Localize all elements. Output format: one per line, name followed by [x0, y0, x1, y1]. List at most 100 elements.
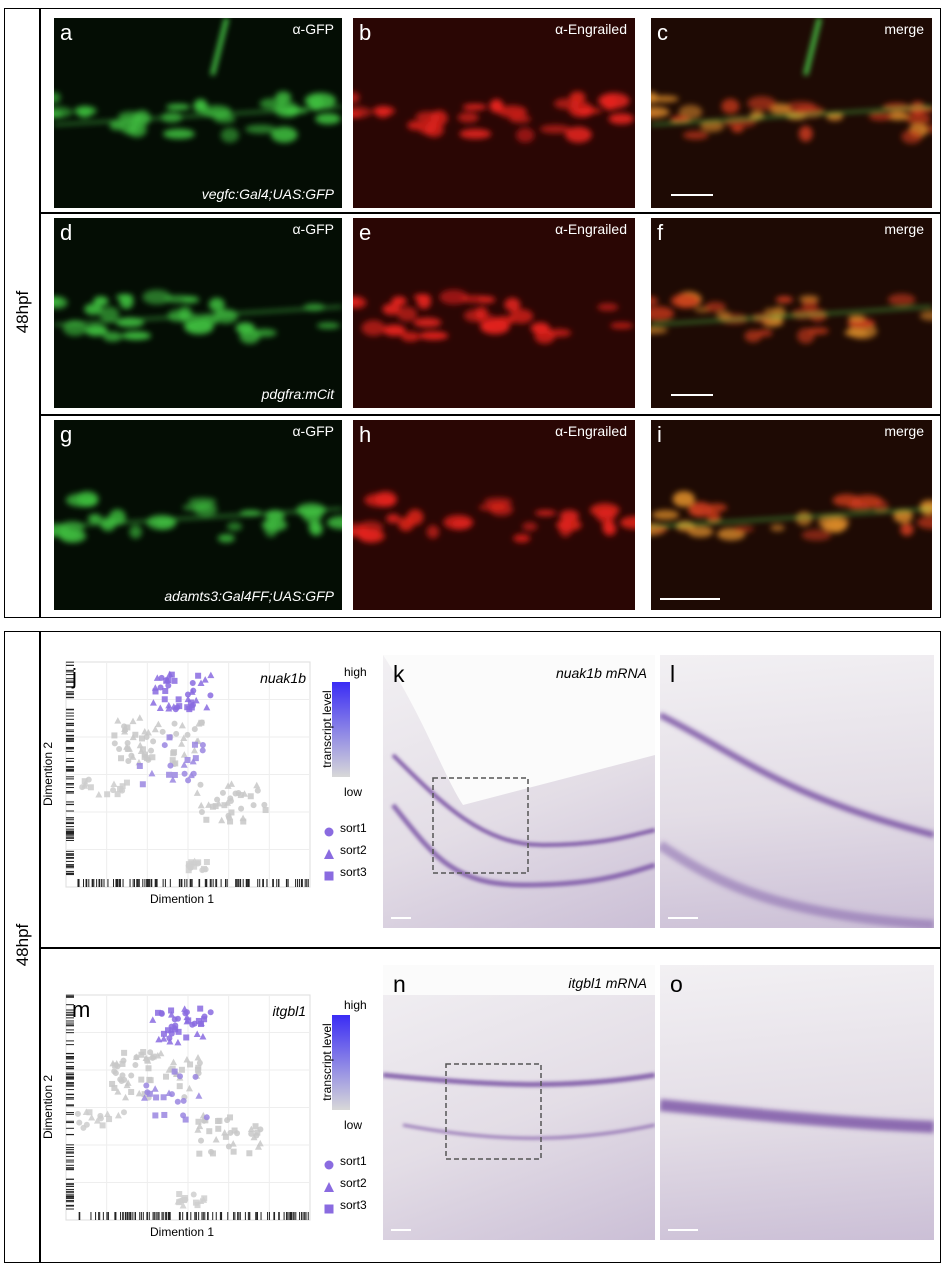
- micrograph-image: [651, 491, 932, 541]
- legend-symbol-svg: [324, 849, 334, 859]
- panel-label: α-GFP: [292, 221, 334, 237]
- panel-letter: j: [72, 664, 77, 689]
- color-bar: [332, 1015, 350, 1110]
- ish-image-svg: [660, 1099, 934, 1133]
- legend-symbol-svg: [324, 1204, 334, 1214]
- legend-label: sort3: [340, 865, 367, 879]
- panel-letter: g: [60, 422, 73, 447]
- legend-symbol-svg: [324, 1182, 334, 1192]
- panel-letter: c: [657, 20, 668, 45]
- panel-caption: vegfc:Gal4;UAS:GFP: [201, 186, 334, 202]
- scale-bar: [671, 194, 713, 196]
- ish-image-svg: [383, 965, 655, 1160]
- panel-label: α-Engrailed: [555, 21, 627, 37]
- divider: [39, 8, 41, 618]
- legend-symbol-svg: [324, 827, 334, 837]
- gene-name: nuak1b: [260, 670, 306, 686]
- legend-low: low: [344, 1118, 363, 1132]
- stage-label: 48hpf: [13, 290, 32, 334]
- panel-caption: nuak1b mRNA: [555, 665, 647, 681]
- panel-label: merge: [884, 21, 924, 37]
- ish-image: k nuak1b mRNA: [383, 655, 655, 928]
- divider: [39, 414, 941, 416]
- x-axis-label: Dimention 1: [149, 1225, 215, 1239]
- panel-label: α-GFP: [292, 21, 334, 37]
- panel-letter: a: [60, 20, 73, 45]
- ish-image: o: [660, 965, 934, 1240]
- ish-image-svg: [383, 655, 655, 888]
- legend-high: high: [344, 665, 367, 679]
- micrograph-image: [353, 289, 634, 344]
- micrograph-image: [353, 91, 635, 143]
- legend-label: sort3: [340, 1198, 367, 1212]
- stage-label: 48hpf: [13, 923, 32, 967]
- panel-letter: f: [657, 220, 664, 245]
- panel-letter: m: [72, 997, 91, 1022]
- top-frame: [4, 8, 941, 618]
- legend-title: transcript level: [320, 690, 334, 768]
- panel-label: α-Engrailed: [555, 423, 627, 439]
- ish-image: n itgbl1 mRNA: [383, 965, 655, 1240]
- x-axis-label: Dimention 1: [149, 892, 215, 906]
- scale-bar: [668, 917, 698, 919]
- panel-label: α-Engrailed: [555, 221, 627, 237]
- micrograph: a α-GFP vegfc:Gal4;UAS:GFP: [54, 18, 342, 208]
- panel-letter: e: [359, 220, 372, 245]
- legend-high: high: [344, 998, 367, 1012]
- micrograph: c merge: [651, 18, 932, 208]
- panel-label: α-GFP: [292, 423, 334, 439]
- legend-label: sort2: [340, 1176, 367, 1190]
- panel-letter: o: [670, 971, 683, 997]
- micrograph: i merge: [651, 420, 932, 610]
- legend-symbol: [324, 1157, 334, 1170]
- legend-symbol-svg: [324, 871, 334, 881]
- panel-letter: i: [657, 422, 662, 447]
- scale-bar: [660, 598, 720, 600]
- panel-caption: itgbl1 mRNA: [568, 975, 647, 991]
- micrograph: g α-GFP adamts3:Gal4FF;UAS:GFP: [54, 420, 342, 610]
- tsne-plot-svg: [65, 661, 311, 888]
- y-axis-label: Dimention 2: [41, 1074, 55, 1140]
- micrograph-image: [54, 18, 342, 143]
- panel-letter: l: [670, 661, 676, 687]
- panel-letter: n: [393, 971, 406, 997]
- legend-title: transcript level: [320, 1023, 334, 1101]
- divider: [39, 947, 941, 949]
- micrograph-image: [651, 18, 932, 144]
- color-bar: [332, 682, 350, 777]
- micrograph: d α-GFP pdgfra:mCit: [54, 218, 342, 408]
- legend-symbol: [324, 1201, 334, 1214]
- gene-name: itgbl1: [272, 1003, 306, 1019]
- tsne-plot: j nuak1b: [42, 652, 322, 910]
- micrograph: f merge: [651, 218, 932, 408]
- panel-letter: d: [60, 220, 73, 245]
- y-axis-label: Dimention 2: [41, 741, 55, 807]
- panel-label: merge: [884, 221, 924, 237]
- panel-label: merge: [884, 423, 924, 439]
- panel-letter: b: [359, 20, 372, 45]
- ish-image-svg: [660, 712, 934, 928]
- legend-symbol-svg: [324, 1160, 334, 1170]
- ish-image: l: [660, 655, 934, 928]
- legend-symbol: [324, 868, 334, 881]
- legend-label: sort2: [340, 843, 367, 857]
- micrograph: h α-Engrailed: [353, 420, 635, 610]
- panel-caption: adamts3:Gal4FF;UAS:GFP: [164, 588, 334, 604]
- tsne-plot: m itgbl1: [42, 985, 322, 1243]
- legend-label: sort1: [340, 821, 367, 835]
- scale-bar: [391, 1229, 411, 1231]
- micrograph: b α-Engrailed: [353, 18, 635, 208]
- legend-low: low: [344, 785, 363, 799]
- legend-symbol: [324, 824, 334, 837]
- divider: [39, 212, 941, 214]
- scale-bar: [391, 917, 411, 919]
- legend-symbol: [324, 846, 334, 859]
- panel-letter: h: [359, 422, 372, 447]
- micrograph-image: [54, 289, 342, 344]
- panel-caption: pdgfra:mCit: [261, 386, 334, 402]
- micrograph-image: [353, 491, 635, 543]
- scale-bar: [671, 394, 713, 396]
- micrograph: e α-Engrailed: [353, 218, 635, 408]
- legend-symbol: [324, 1179, 334, 1192]
